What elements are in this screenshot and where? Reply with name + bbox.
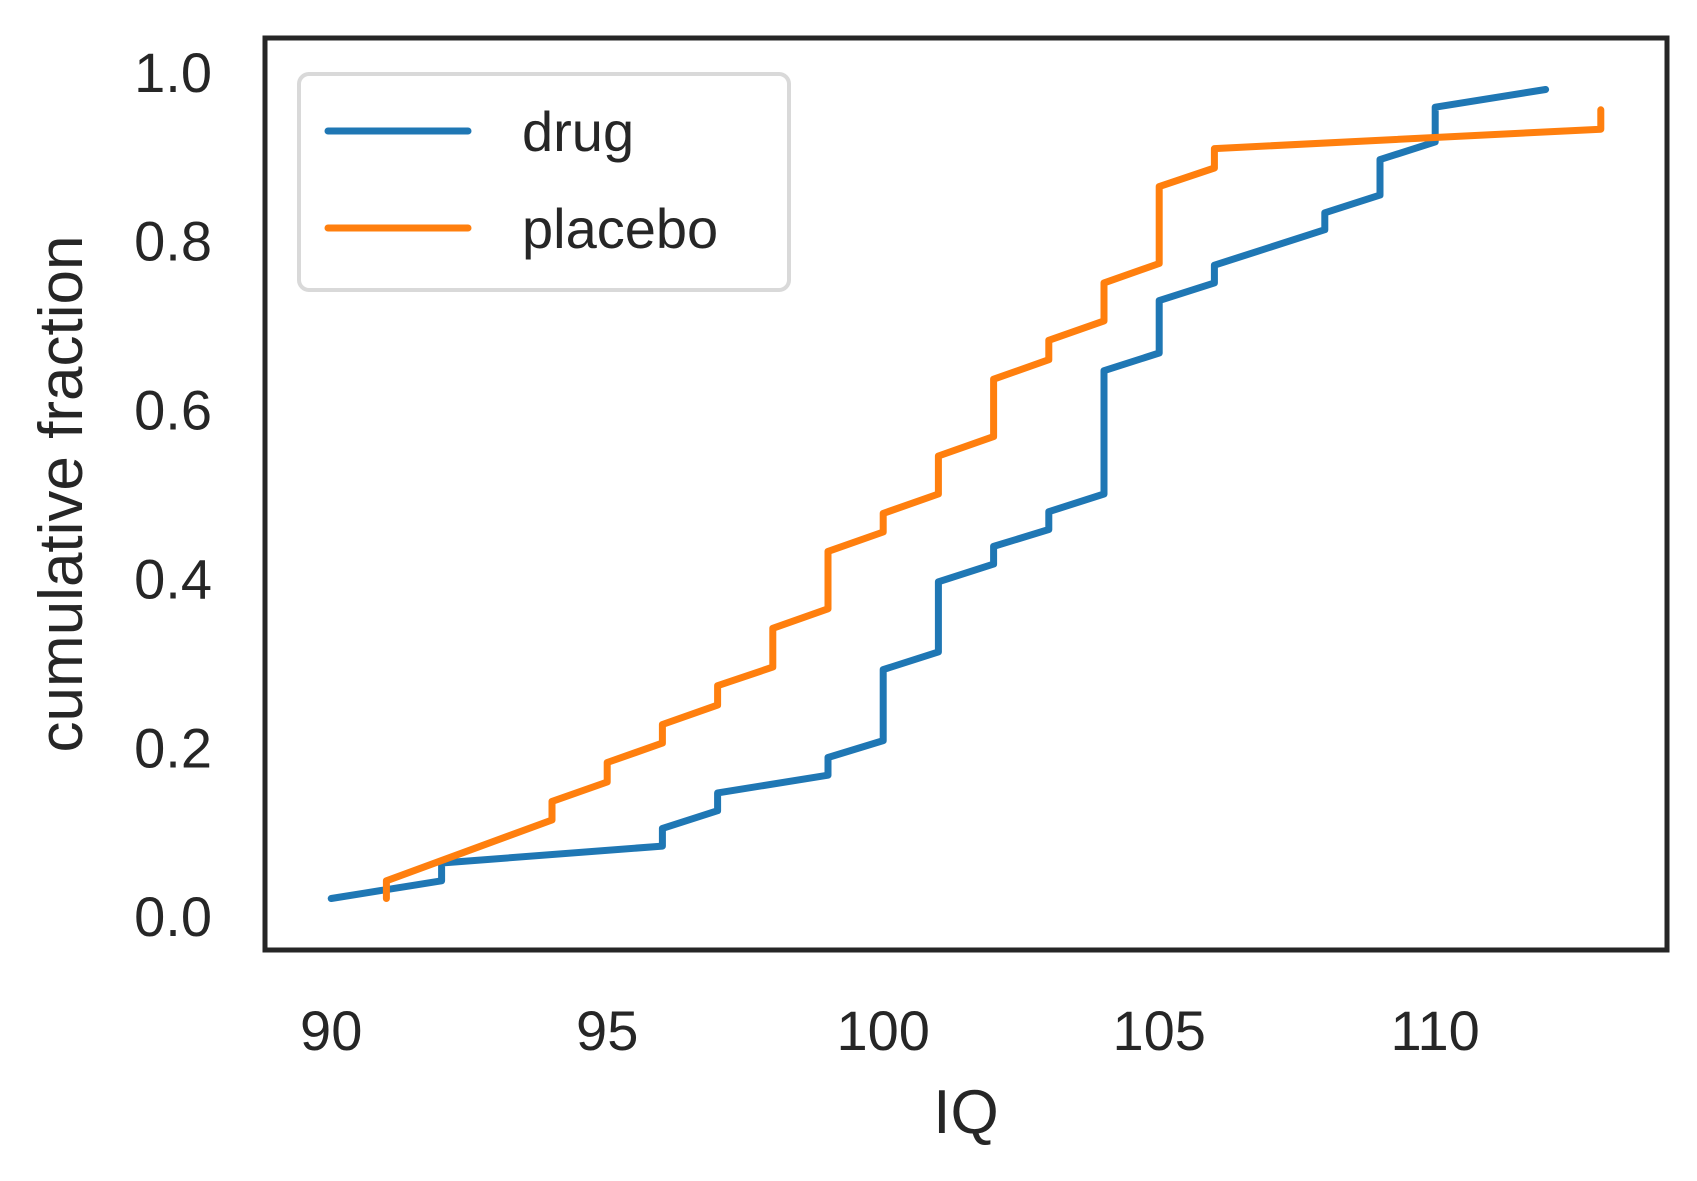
plot-frame xyxy=(262,35,1670,953)
y-tick-label: 1.0 xyxy=(134,41,212,104)
x-tick-label: 100 xyxy=(836,999,929,1062)
y-tick-labels: 0.0 0.2 0.4 0.6 0.8 1.0 xyxy=(134,41,212,948)
series-layer xyxy=(327,86,1605,902)
y-axis-label: cumulative fraction xyxy=(27,236,96,753)
y-tick-label: 0.4 xyxy=(134,547,212,610)
x-tick-label: 90 xyxy=(300,999,362,1062)
x-tick-label: 110 xyxy=(1391,999,1480,1062)
x-tick-label: 105 xyxy=(1112,999,1205,1062)
legend: drug placebo xyxy=(297,72,791,292)
y-tick-label: 0.8 xyxy=(134,210,212,273)
x-tick-label: 95 xyxy=(576,999,638,1062)
x-axis-label: IQ xyxy=(933,1078,998,1147)
legend-label-placebo: placebo xyxy=(522,197,718,260)
legend-entries: drug placebo xyxy=(324,100,718,260)
series-line-placebo xyxy=(382,106,1605,902)
x-tick-labels: 90 95 100 105 110 xyxy=(300,999,1480,1062)
legend-label-drug: drug xyxy=(522,100,634,163)
y-tick-label: 0.6 xyxy=(134,379,212,442)
series-line-drug xyxy=(327,86,1550,902)
y-tick-label: 0.2 xyxy=(134,716,212,779)
y-tick-label: 0.0 xyxy=(134,885,212,948)
